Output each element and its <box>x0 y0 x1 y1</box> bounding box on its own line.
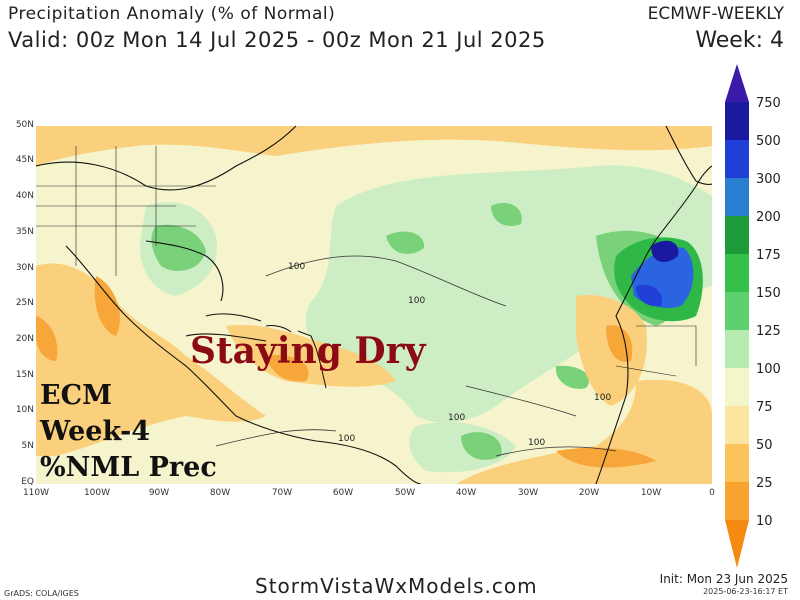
lon-label-40w: 40W <box>455 488 477 498</box>
anomaly-wet-areas <box>614 237 703 322</box>
colorbar-swatch <box>725 254 749 292</box>
lat-label-35n: 35N <box>15 227 34 237</box>
contour-label: 100 <box>594 393 612 403</box>
lon-label-70w: 70W <box>271 488 293 498</box>
colorbar-label: 50 <box>756 438 773 453</box>
contour-100-lines <box>215 255 617 457</box>
lon-label-30w: 30W <box>517 488 539 498</box>
lat-label-25n: 25N <box>15 298 34 308</box>
overlay-variable-label: %NML Prec <box>40 452 217 483</box>
colorbar-swatch <box>725 444 749 482</box>
model-name: ECMWF-WEEKLY <box>647 4 784 24</box>
lon-label-60w: 60W <box>332 488 354 498</box>
contour-label: 100 <box>288 262 306 272</box>
contour-label: 100 <box>528 438 546 448</box>
valid-period: Valid: 00z Mon 14 Jul 2025 - 00z Mon 21 … <box>8 28 546 52</box>
caribbean-islands <box>205 313 327 389</box>
colorbar-label: 150 <box>756 286 781 301</box>
headline-staying-dry: Staying Dry <box>190 330 426 372</box>
lat-label-10n: 10N <box>15 405 34 415</box>
colorbar-swatch <box>725 102 749 140</box>
lat-label-20n: 20N <box>15 334 34 344</box>
lon-label-0: 0 <box>709 488 715 498</box>
lat-label-5n: 5N <box>21 441 34 451</box>
lon-label-10w: 10W <box>640 488 662 498</box>
lon-label-100w: 100W <box>83 488 111 498</box>
lat-label-30n: 30N <box>15 263 34 273</box>
lat-label-45n: 45N <box>15 155 34 165</box>
colorbar-swatch <box>725 482 749 520</box>
colorbar-label: 300 <box>756 172 781 187</box>
map-title: Precipitation Anomaly (% of Normal) <box>8 4 336 24</box>
colorbar-label: 100 <box>756 362 781 377</box>
colorbar-swatch <box>725 406 749 444</box>
colorbar <box>725 64 749 568</box>
colorbar-swatch <box>725 178 749 216</box>
lon-label-110w: 110W <box>22 488 50 498</box>
colorbar-label: 25 <box>756 476 773 491</box>
colorbar-swatch <box>725 368 749 406</box>
coastlines <box>36 126 712 484</box>
anomaly-50-areas <box>36 276 656 468</box>
week-label: Week: 4 <box>695 28 784 53</box>
lon-label-20w: 20W <box>578 488 600 498</box>
political-borders <box>36 146 697 377</box>
lat-label-40n: 40N <box>15 191 34 201</box>
colorbar-label: 75 <box>756 400 773 415</box>
site-watermark: StormVistaWxModels.com <box>255 574 538 598</box>
overlay-week-label: Week-4 <box>40 416 151 447</box>
colorbar-label: 500 <box>756 134 781 149</box>
colorbar-swatch <box>725 292 749 330</box>
contour-label: 100 <box>448 413 466 423</box>
lat-label-15n: 15N <box>15 370 34 380</box>
generated-timestamp: 2025-06-23-16:17 ET <box>703 587 788 596</box>
lon-label-80w: 80W <box>209 488 231 498</box>
lat-label-eq: EQ <box>21 477 34 487</box>
lon-label-90w: 90W <box>148 488 170 498</box>
colorbar-swatch <box>725 216 749 254</box>
overlay-model-label: ECM <box>40 380 112 411</box>
colorbar-label: 175 <box>756 248 781 263</box>
precip-anomaly-map <box>36 126 712 484</box>
lon-label-50w: 50W <box>394 488 416 498</box>
colorbar-swatch <box>725 330 749 368</box>
colorbar-label: 10 <box>756 514 773 529</box>
colorbar-label: 125 <box>756 324 781 339</box>
colorbar-top-arrow <box>725 64 749 102</box>
grads-credit: GrADS: COLA/IGES <box>4 589 79 598</box>
colorbar-label: 200 <box>756 210 781 225</box>
contour-label: 100 <box>408 296 426 306</box>
colorbar-swatch <box>725 140 749 178</box>
contour-label: 100 <box>338 434 356 444</box>
lat-label-50n: 50N <box>15 120 34 130</box>
colorbar-label: 750 <box>756 96 781 111</box>
colorbar-bottom-arrow <box>725 520 749 568</box>
init-time: Init: Mon 23 Jun 2025 <box>659 572 788 586</box>
